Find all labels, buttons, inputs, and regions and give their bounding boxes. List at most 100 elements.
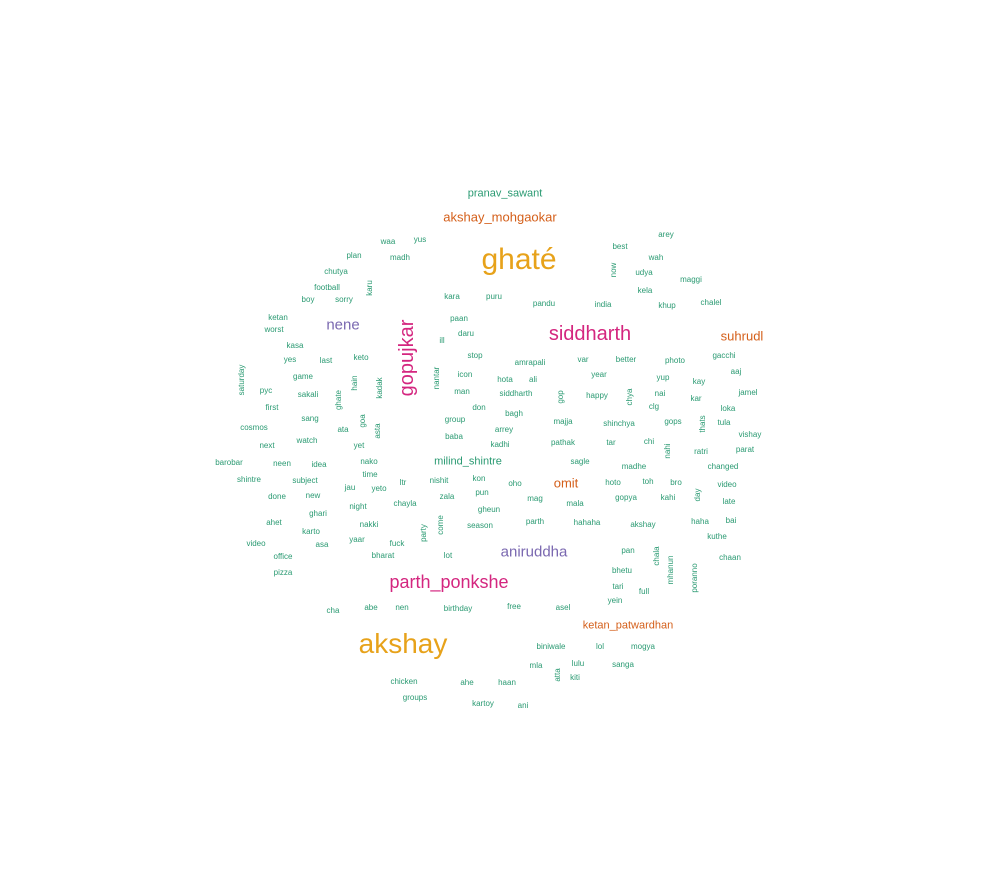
word-parth: parth xyxy=(525,517,545,526)
word-first: first xyxy=(265,403,279,412)
word-chya: chya xyxy=(625,388,634,406)
word-pizza: pizza xyxy=(273,568,293,577)
word-man: man xyxy=(454,387,470,396)
word-gopya: gopya xyxy=(615,493,637,502)
word-photo: photo xyxy=(664,356,686,365)
word-pandu: pandu xyxy=(532,299,556,308)
word-kela: kela xyxy=(637,286,653,295)
word-boy: boy xyxy=(301,295,315,304)
word-waa: waa xyxy=(380,237,396,246)
word-lol: lol xyxy=(595,642,605,651)
word-india: india xyxy=(594,300,612,309)
word-aaj: aaj xyxy=(730,367,742,376)
word-video: video xyxy=(717,480,737,489)
word-chalel: chalel xyxy=(700,298,722,307)
word-kay: kay xyxy=(692,377,706,386)
word-fuck: fuck xyxy=(389,539,405,548)
word-football: football xyxy=(314,283,340,292)
word-bro: bro xyxy=(670,478,682,487)
word-sorry: sorry xyxy=(335,295,353,304)
word-gopujkar: gopujkar xyxy=(396,319,418,397)
word-plan: plan xyxy=(346,251,362,260)
word-amrapali: amrapali xyxy=(514,358,546,367)
word-mhanun: mhanun xyxy=(666,555,675,585)
word-ata: ata xyxy=(337,425,349,434)
word-new: new xyxy=(305,491,321,500)
word-daru: daru xyxy=(457,329,475,338)
word-sang: sang xyxy=(301,414,319,423)
word-time: time xyxy=(362,470,378,479)
word-hahaha: hahaha xyxy=(573,518,601,527)
word-chi: chi xyxy=(643,437,655,446)
word-kar: kar xyxy=(690,394,702,403)
word-hain: hain xyxy=(350,375,359,391)
word-jamel: jamel xyxy=(738,388,758,397)
word-gheun: gheun xyxy=(477,505,501,514)
word-parth-ponkshe: parth_ponkshe xyxy=(389,572,509,592)
word-suhrudl: suhrudl xyxy=(720,328,764,344)
word-maggi: maggi xyxy=(680,275,702,284)
word-ahet: ahet xyxy=(266,518,282,527)
word-bagh: bagh xyxy=(505,409,523,418)
word-ratri: ratri xyxy=(694,447,708,456)
word-ketan: ketan xyxy=(268,313,288,322)
word-kon: kon xyxy=(472,474,486,483)
word-shinchya: shinchya xyxy=(603,419,635,428)
word-cosmos: cosmos xyxy=(240,423,268,432)
word-madhe: madhe xyxy=(621,462,647,471)
word-nene: nene xyxy=(326,316,360,334)
word-year: year xyxy=(591,370,607,379)
word-sakali: sakali xyxy=(297,390,319,399)
word-party: party xyxy=(419,524,428,542)
word-yes: yes xyxy=(283,355,297,364)
word-sagle: sagle xyxy=(570,457,590,466)
word-free: free xyxy=(507,602,521,611)
word-worst: worst xyxy=(264,325,284,334)
word-kahi: kahi xyxy=(660,493,676,502)
word-haha: haha xyxy=(691,517,709,526)
word-kartoy: kartoy xyxy=(472,699,494,708)
word-nishit: nishit xyxy=(429,476,449,485)
word-parat: parat xyxy=(735,445,755,454)
word-day: day xyxy=(693,488,702,502)
word-yein: yein xyxy=(607,596,623,605)
word-nai: nai xyxy=(654,389,666,398)
word-nakki: nakki xyxy=(359,520,379,529)
word-neen: neen xyxy=(273,459,291,468)
word-better: better xyxy=(615,355,637,364)
word-zala: zala xyxy=(439,492,455,501)
word-asa: asa xyxy=(315,540,329,549)
word-changed: changed xyxy=(707,462,739,471)
word-tari: tari xyxy=(612,582,624,591)
word-tar: tar xyxy=(606,438,616,447)
word-akshay: akshay xyxy=(358,628,448,659)
word-mag: mag xyxy=(527,494,543,503)
word-aniruddha: aniruddha xyxy=(500,543,568,561)
word-night: night xyxy=(349,502,367,511)
word-come: come xyxy=(436,515,445,535)
word-shintre: shintre xyxy=(236,475,262,484)
word-puru: puru xyxy=(485,292,503,301)
word-var: var xyxy=(577,355,589,364)
word-haan: haan xyxy=(498,678,516,687)
word-yus: yus xyxy=(413,235,427,244)
word-arrey: arrey xyxy=(494,425,514,434)
word-sanga: sanga xyxy=(612,660,634,669)
word-tula: tula xyxy=(717,418,731,427)
word-majja: majja xyxy=(553,417,573,426)
word-vishay: vishay xyxy=(738,430,762,439)
word-goa: goa xyxy=(358,414,367,428)
word-office: office xyxy=(273,552,293,561)
word-chala: chala xyxy=(652,546,661,566)
word-kara: kara xyxy=(444,292,460,301)
word-keto: keto xyxy=(353,353,369,362)
word-atta: atta xyxy=(553,668,562,682)
word-mla: mla xyxy=(529,661,543,670)
word-ghat: ghaté xyxy=(481,243,557,276)
word-don: don xyxy=(472,403,486,412)
word-paan: paan xyxy=(450,314,468,323)
word-video: video xyxy=(246,539,266,548)
word-karto: karto xyxy=(302,527,320,536)
word-nen: nen xyxy=(395,603,409,612)
word-chicken: chicken xyxy=(390,677,418,686)
